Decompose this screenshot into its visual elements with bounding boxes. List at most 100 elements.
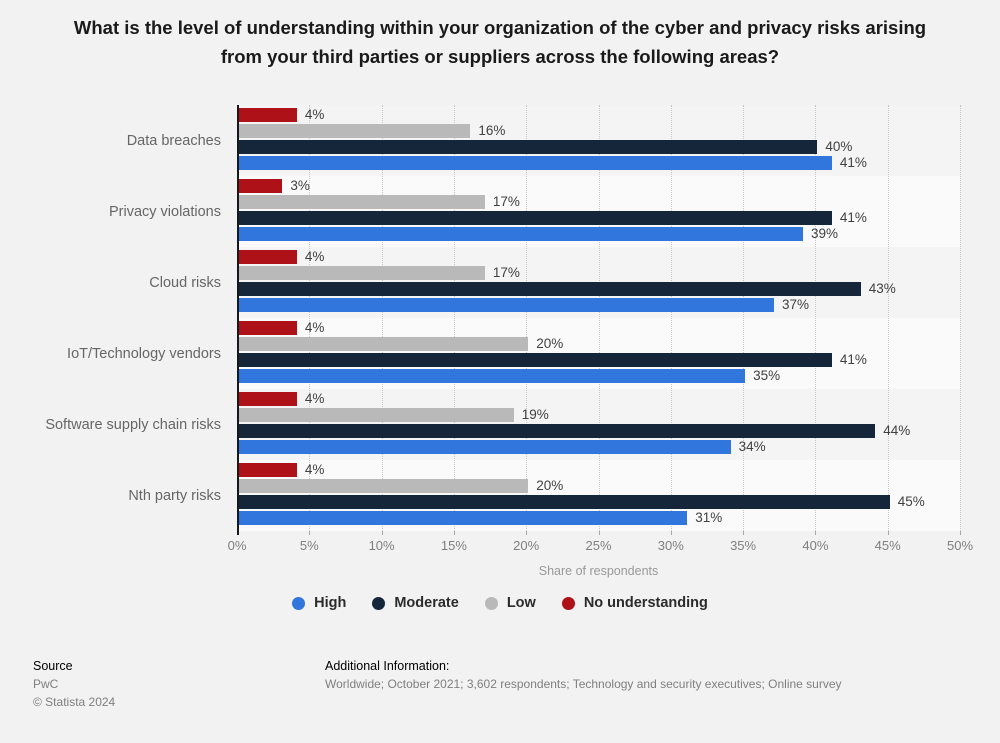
bar-low: [239, 408, 514, 422]
legend-swatch-high: [292, 596, 306, 610]
legend-label: Low: [506, 595, 536, 611]
gridline: [453, 105, 455, 531]
bar-value-label: 41%: [839, 210, 867, 225]
bar-moderate: [239, 282, 861, 296]
bar-low: [239, 124, 471, 138]
legend-swatch-low: [484, 596, 498, 610]
legend-label: Moderate: [394, 595, 459, 611]
source-value: PwC: [33, 677, 59, 691]
bar-no-understanding: [239, 392, 297, 406]
bar-value-label: 39%: [810, 226, 838, 241]
y-axis-line: [237, 105, 239, 535]
axis-tick-mark: [526, 531, 528, 535]
x-axis-tick-label: 35%: [730, 538, 757, 553]
bar-low: [239, 195, 485, 209]
x-axis-tick-label: 45%: [874, 538, 901, 553]
bar-high: [239, 369, 746, 383]
bar-value-label: 16%: [478, 123, 506, 138]
bar-moderate: [239, 424, 876, 438]
bar-moderate: [239, 211, 832, 225]
x-axis-tick-labels: 0% 5% 10% 15% 20% 25% 30% 35% 40% 45% 50%: [0, 538, 1000, 554]
bar-value-label: 4%: [304, 320, 325, 335]
bar-high: [239, 511, 688, 525]
bar-high: [239, 440, 731, 454]
legend-label: High: [314, 595, 347, 611]
bar-value-label: 19%: [521, 407, 549, 422]
bar-low: [239, 266, 485, 280]
bar-value-label: 4%: [304, 249, 325, 264]
bar-no-understanding: [239, 321, 297, 335]
gridline: [309, 105, 311, 531]
bar-value-label: 41%: [839, 155, 867, 170]
bar-moderate: [239, 353, 832, 367]
bar-value-label: 43%: [868, 281, 896, 296]
x-axis-tick-label: 5%: [299, 538, 319, 553]
gridline: [743, 105, 745, 531]
legend-label: No understanding: [583, 595, 708, 611]
bar-value-label: 34%: [738, 439, 766, 454]
plot-area: Data breaches Privacy violations Cloud ris…: [0, 105, 1000, 535]
x-axis-tick-label: 20%: [513, 538, 540, 553]
bar-value-label: 20%: [536, 336, 564, 351]
bar-no-understanding: [239, 108, 297, 122]
bar-value-label: 41%: [839, 352, 867, 367]
legend: High Moderate Low No understanding: [0, 595, 1000, 611]
bar-value-label: 17%: [492, 194, 520, 209]
gridline: [887, 105, 889, 531]
axis-tick-mark: [453, 531, 455, 535]
bar-value-label: 20%: [536, 478, 564, 493]
copyright: © Statista 2024: [33, 695, 116, 709]
axis-tick-mark: [887, 531, 889, 535]
bar-moderate: [239, 495, 890, 509]
x-axis-tick-label: 25%: [585, 538, 612, 553]
gridline: [670, 105, 672, 531]
gridline: [381, 105, 383, 531]
bar-value-label: 37%: [782, 297, 810, 312]
bar-value-label: 40%: [825, 139, 853, 154]
category-label: Data breaches: [126, 132, 221, 149]
category-label: IoT/Technology vendors: [67, 345, 221, 362]
additional-info-block: Additional Information: Worldwide; Octob…: [325, 657, 842, 693]
bar-no-understanding: [239, 463, 297, 477]
category-label: Privacy violations: [108, 203, 221, 220]
bar-high: [239, 156, 832, 170]
x-axis-title: Share of respondents: [538, 564, 659, 578]
additional-info-value: Worldwide; October 2021; 3,602 responden…: [325, 677, 842, 691]
legend-item-high: High: [292, 595, 346, 611]
x-axis-tick-label: 30%: [657, 538, 684, 553]
source-block: Source PwC © Statista 2024: [33, 657, 115, 711]
chart-title: What is the level of understanding withi…: [73, 17, 927, 67]
category-label: Cloud risks: [149, 274, 221, 291]
bar-low: [239, 479, 529, 493]
axis-tick-mark: [670, 531, 672, 535]
category-label: Nth party risks: [128, 487, 221, 504]
bar-value-label: 17%: [492, 265, 520, 280]
bar-value-label: 4%: [304, 107, 325, 122]
legend-swatch-moderate: [372, 596, 386, 610]
category-label: Software supply chain risks: [45, 416, 221, 433]
x-axis-tick-label: 50%: [946, 538, 974, 553]
bar-high: [239, 227, 803, 241]
axis-tick-mark: [743, 531, 745, 535]
source-label: Source: [33, 659, 73, 673]
x-axis-tick-label: 15%: [440, 538, 467, 553]
axis-tick-mark: [815, 531, 817, 535]
axis-tick-mark: [960, 531, 961, 535]
gridline: [598, 105, 600, 531]
additional-info-label: Additional Information:: [325, 659, 450, 673]
gridline: [815, 105, 817, 531]
bar-value-label: 4%: [304, 391, 325, 406]
legend-item-no-understanding: No understanding: [561, 595, 708, 611]
x-axis-tick-label: 40%: [802, 538, 829, 553]
gridline: [526, 105, 528, 531]
legend-item-low: Low: [484, 595, 536, 611]
x-axis-tick-label: 0%: [227, 538, 247, 553]
bar-value-label: 44%: [883, 423, 911, 438]
bar-value-label: 31%: [695, 510, 723, 525]
bar-value-label: 45%: [897, 494, 925, 509]
axis-tick-mark: [598, 531, 600, 535]
legend-item-moderate: Moderate: [372, 595, 459, 611]
bar-no-understanding: [239, 250, 297, 264]
bar-high: [239, 298, 775, 312]
bar-low: [239, 337, 529, 351]
